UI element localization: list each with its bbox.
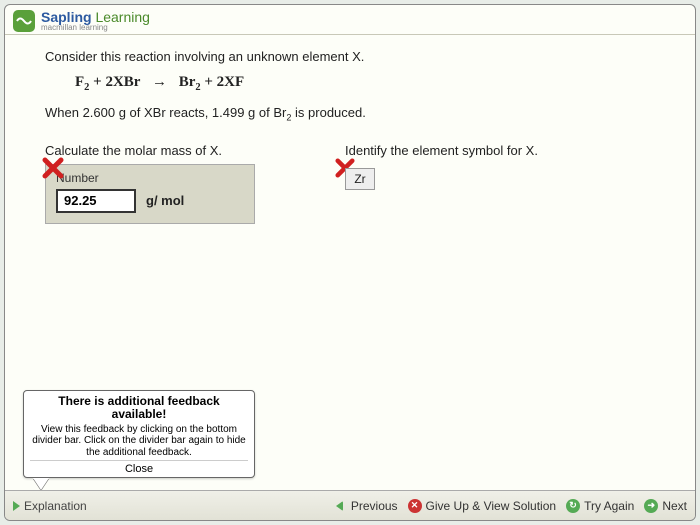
explanation-label: Explanation	[24, 499, 87, 513]
feedback-title: There is additional feedback available!	[30, 395, 248, 421]
question-followup: When 2.600 g of XBr reacts, 1.499 g of B…	[45, 105, 655, 123]
next-button[interactable]: ➜ Next	[644, 499, 687, 513]
popup-tail	[33, 478, 49, 490]
part1-prompt: Calculate the molar mass of X.	[45, 143, 255, 158]
feedback-close-button[interactable]: Close	[30, 460, 248, 475]
app-frame: Sapling Learning macmillan learning Cons…	[4, 4, 696, 521]
incorrect-icon	[42, 157, 64, 179]
reaction-equation: F2 + 2XBr → Br2 + 2XF	[75, 74, 655, 93]
number-label: Number	[56, 171, 244, 185]
expand-icon	[13, 501, 20, 511]
eq-rhs: Br2 + 2XF	[179, 74, 244, 90]
molar-mass-box: Number g/ mol	[45, 164, 255, 224]
element-symbol-input[interactable]: Zr	[345, 168, 375, 190]
brand-block: Sapling Learning macmillan learning	[41, 9, 150, 32]
header: Sapling Learning macmillan learning	[5, 5, 695, 35]
part2: Identify the element symbol for X. Zr	[345, 143, 538, 224]
eq-lhs: F2 + 2XBr	[75, 74, 140, 90]
feedback-body: View this feedback by clicking on the bo…	[30, 424, 248, 459]
logo-icon	[13, 10, 35, 32]
bottom-bar: Explanation Previous ✕ Give Up & View So…	[5, 490, 695, 520]
molar-mass-input[interactable]	[56, 189, 136, 213]
answer-row: Calculate the molar mass of X. Number g/…	[45, 143, 655, 224]
previous-button[interactable]: Previous	[333, 499, 398, 513]
giveup-icon: ✕	[408, 499, 422, 513]
question-content: Consider this reaction involving an unkn…	[5, 35, 695, 224]
giveup-button[interactable]: ✕ Give Up & View Solution	[408, 499, 557, 513]
part2-prompt: Identify the element symbol for X.	[345, 143, 538, 158]
tryagain-button[interactable]: ↻ Try Again	[566, 499, 634, 513]
explanation-toggle[interactable]: Explanation	[13, 499, 87, 513]
question-intro: Consider this reaction involving an unkn…	[45, 49, 655, 64]
arrow-icon: →	[152, 74, 167, 90]
nav-buttons: Previous ✕ Give Up & View Solution ↻ Try…	[333, 499, 687, 513]
next-icon: ➜	[644, 499, 658, 513]
part1: Calculate the molar mass of X. Number g/…	[45, 143, 255, 224]
retry-icon: ↻	[566, 499, 580, 513]
unit-label: g/ mol	[146, 193, 184, 208]
feedback-popup: There is additional feedback available! …	[23, 390, 255, 478]
prev-icon	[336, 501, 343, 511]
